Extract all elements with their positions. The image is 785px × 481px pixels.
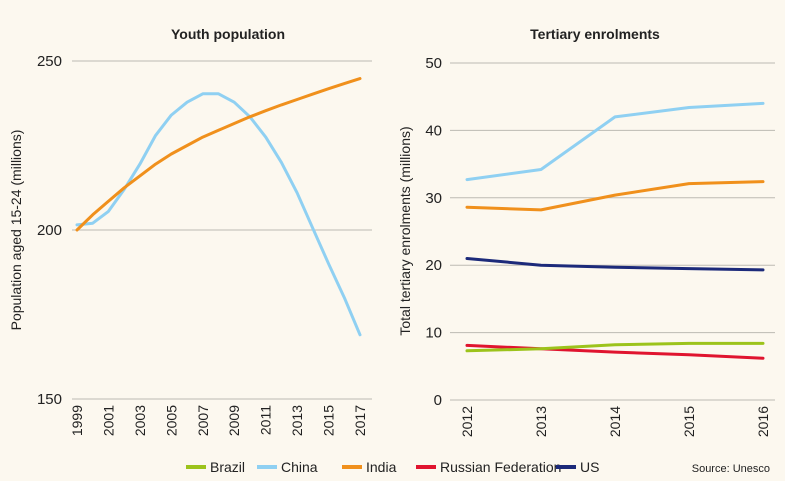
x-tick-label: 2013 xyxy=(289,405,305,436)
x-tick-label: 2015 xyxy=(321,405,337,436)
series-line-brazil xyxy=(465,341,765,353)
x-tick-label: 1999 xyxy=(69,405,85,436)
legend-label: US xyxy=(580,459,599,475)
x-tick-label: 2017 xyxy=(352,405,368,436)
legend-label: Russian Federation xyxy=(440,459,561,475)
series-line-india xyxy=(75,77,362,232)
x-tick-label: 2013 xyxy=(533,406,549,437)
y-tick-label: 250 xyxy=(37,53,62,70)
source-note: Source: Unesco xyxy=(692,463,770,475)
x-tick-label: 2009 xyxy=(226,405,242,436)
tertiary-enrolments-chart: Tertiary enrolments Total tertiary enrol… xyxy=(397,26,775,437)
x-tick-label: 2016 xyxy=(755,406,771,437)
x-tick-label: 2001 xyxy=(100,405,116,436)
y-tick-label: 200 xyxy=(37,222,62,239)
legend-swatch-russian-federation xyxy=(416,465,436,469)
x-tick-label: 2007 xyxy=(195,405,211,436)
y-tick-label: 10 xyxy=(425,325,442,342)
y-axis-label: Population aged 15-24 (millions) xyxy=(8,130,24,331)
series-line-india xyxy=(465,180,765,212)
legend-swatch-us xyxy=(556,465,576,469)
y-tick-label: 0 xyxy=(434,392,442,409)
legend-swatch-china xyxy=(257,465,277,469)
y-tick-label: 40 xyxy=(425,122,442,139)
series-line-russian-federation xyxy=(465,343,765,360)
legend: Brazil China India Russian Federation US xyxy=(186,459,599,475)
x-tick-label: 2015 xyxy=(681,406,697,437)
legend-swatch-brazil xyxy=(186,465,206,469)
legend-swatch-india xyxy=(342,465,362,469)
legend-label: India xyxy=(366,459,397,475)
x-tick-label: 2014 xyxy=(607,406,623,437)
legend-label: Brazil xyxy=(210,459,245,475)
series-line-china xyxy=(465,101,765,182)
x-tick-label: 2003 xyxy=(132,405,148,436)
x-tick-label: 2011 xyxy=(258,405,274,435)
x-tick-label: 2005 xyxy=(163,405,179,436)
y-tick-label: 50 xyxy=(425,55,442,72)
y-tick-label: 20 xyxy=(425,257,442,274)
x-tick-label: 2012 xyxy=(459,406,475,437)
y-tick-label: 150 xyxy=(37,391,62,408)
legend-label: China xyxy=(281,459,318,475)
chart-title: Tertiary enrolments xyxy=(530,26,660,42)
y-axis-label: Total tertiary enrolments (millions) xyxy=(397,126,413,335)
chart-title: Youth population xyxy=(171,26,285,42)
series-line-us xyxy=(465,257,765,272)
y-tick-label: 30 xyxy=(425,190,442,207)
youth-population-chart: Youth population Population aged 15-24 (… xyxy=(8,26,372,436)
